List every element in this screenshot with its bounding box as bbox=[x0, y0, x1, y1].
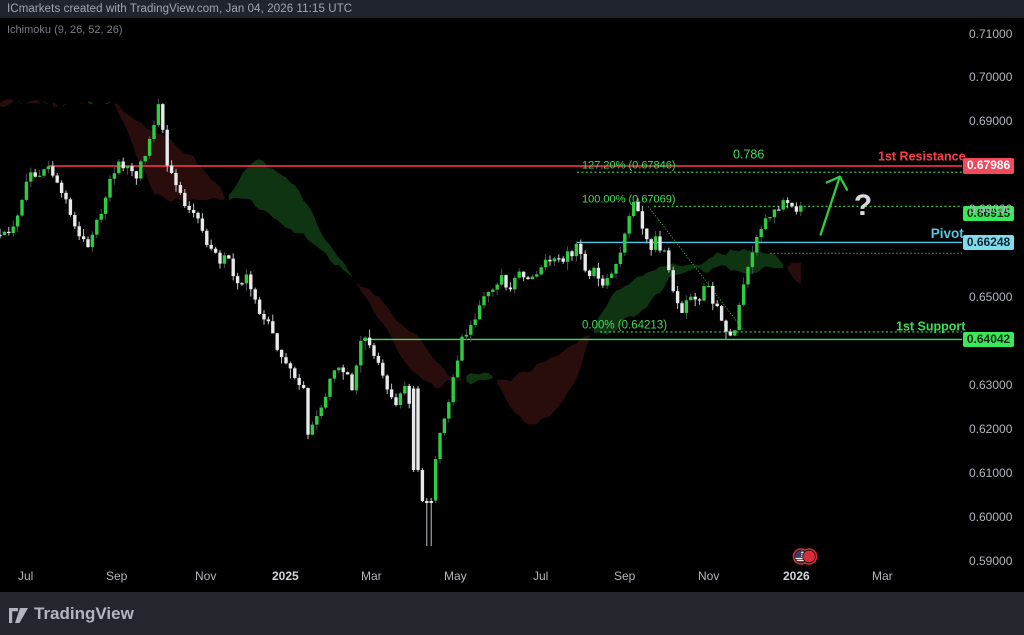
svg-text:0.00% (0.64213): 0.00% (0.64213) bbox=[582, 320, 667, 332]
svg-text:Pivot: Pivot bbox=[931, 226, 965, 241]
svg-text:0.786: 0.786 bbox=[733, 148, 764, 162]
svg-text:100.00% (0.67069): 100.00% (0.67069) bbox=[582, 194, 676, 206]
svg-text:1st Resistance: 1st Resistance bbox=[878, 150, 966, 164]
svg-text:?: ? bbox=[854, 189, 872, 222]
svg-text:1st Support: 1st Support bbox=[896, 320, 966, 334]
svg-text:127.20% (0.67846): 127.20% (0.67846) bbox=[582, 160, 676, 172]
